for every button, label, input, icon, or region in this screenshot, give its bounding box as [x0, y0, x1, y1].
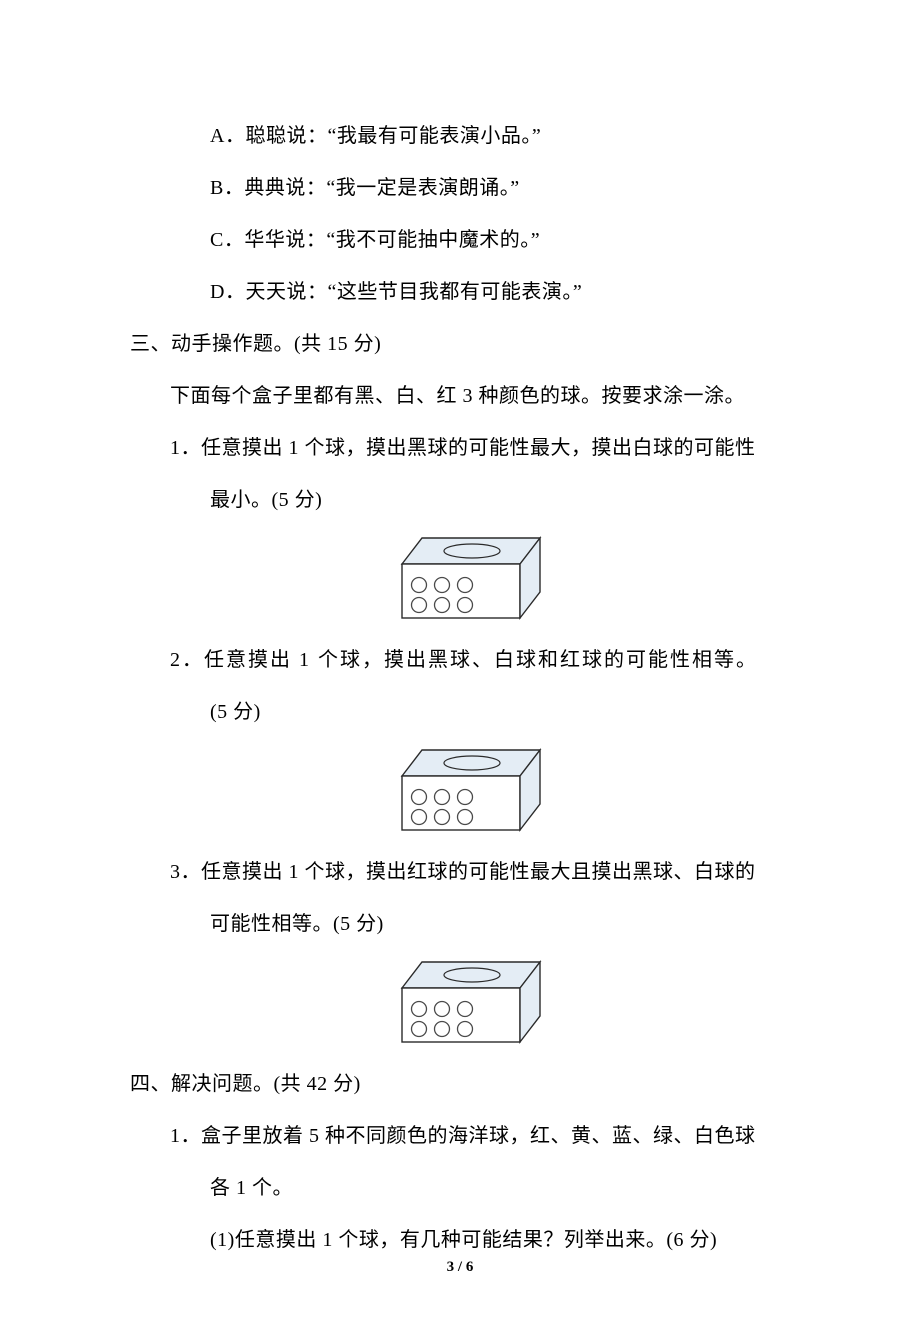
page-footer: 3 / 6	[0, 1259, 920, 1276]
box-icon	[372, 956, 548, 1048]
box-icon	[372, 532, 548, 624]
s4-q1-line1: 1．盒子里放着 5 种不同颜色的海洋球，红、黄、蓝、绿、白色球	[170, 1110, 790, 1162]
section-3-header: 三、动手操作题。(共 15 分)	[130, 318, 790, 370]
section-3-intro: 下面每个盒子里都有黑、白、红 3 种颜色的球。按要求涂一涂。	[170, 370, 790, 422]
mc-option-d: D．天天说：“这些节目我都有可能表演。”	[210, 266, 790, 318]
section-4-header: 四、解决问题。(共 42 分)	[130, 1058, 790, 1110]
s3-q3-figure	[130, 956, 790, 1048]
mc-option-b: B．典典说：“我一定是表演朗诵。”	[210, 162, 790, 214]
s3-q3-line2: 可能性相等。(5 分)	[210, 898, 790, 950]
s3-q1-figure	[130, 532, 790, 624]
s3-q2-figure	[130, 744, 790, 836]
box-icon	[372, 744, 548, 836]
s3-q1-line1: 1．任意摸出 1 个球，摸出黑球的可能性最大，摸出白球的可能性	[170, 422, 790, 474]
s4-q1-line2: 各 1 个。	[210, 1162, 790, 1214]
s3-q2-line1: 2．任意摸出 1 个球，摸出黑球、白球和红球的可能性相等。	[170, 634, 790, 686]
page: A．聪聪说：“我最有可能表演小品。” B．典典说：“我一定是表演朗诵。” C．华…	[0, 0, 920, 1326]
s3-q1-line2: 最小。(5 分)	[210, 474, 790, 526]
mc-option-a: A．聪聪说：“我最有可能表演小品。”	[210, 110, 790, 162]
mc-option-c: C．华华说：“我不可能抽中魔术的。”	[210, 214, 790, 266]
s3-q3-line1: 3．任意摸出 1 个球，摸出红球的可能性最大且摸出黑球、白球的	[170, 846, 790, 898]
s3-q2-line2: (5 分)	[210, 686, 790, 738]
